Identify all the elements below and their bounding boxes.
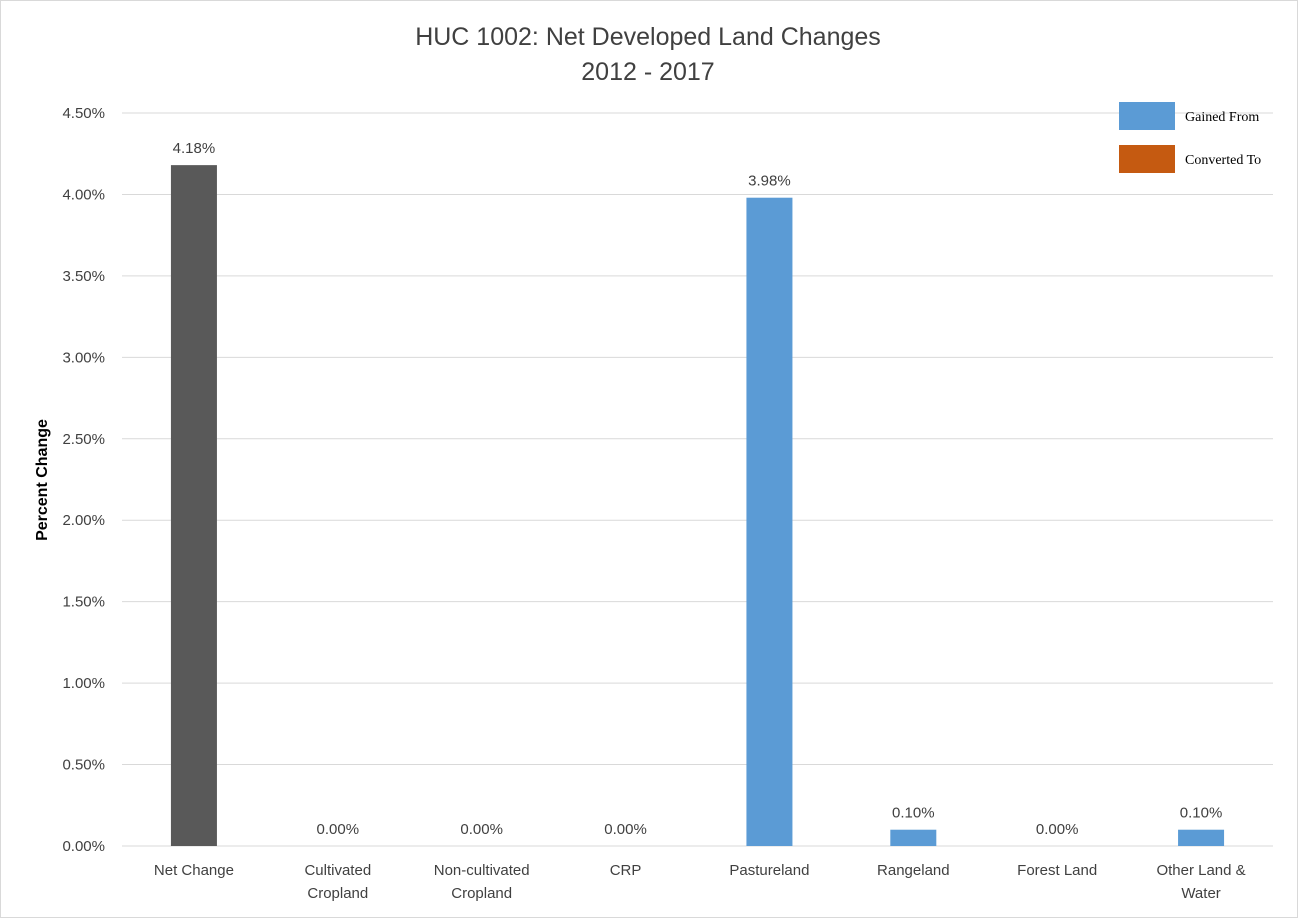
legend-label: Converted To [1185, 153, 1261, 168]
data-labels: 4.18% 0.00% 0.00% 0.00% 3.98% 0.10% 0.00% 0.10% [173, 140, 1223, 838]
x-category-label: CRP [610, 862, 642, 879]
y-tick-label: 4.50% [62, 105, 105, 122]
x-category-label: Cultivated [304, 862, 371, 879]
legend-swatch [1119, 145, 1175, 173]
y-axis-ticks: 0.00% 0.50% 1.00% 1.50% 2.00% 2.50% 3.00% 3.50%… [62, 105, 105, 855]
data-label: 0.00% [1036, 821, 1079, 838]
x-category-label: Water [1181, 885, 1220, 902]
data-label: 0.10% [892, 805, 935, 822]
data-label: 0.00% [317, 821, 360, 838]
y-tick-label: 2.50% [62, 431, 105, 448]
y-tick-label: 4.00% [62, 186, 105, 203]
y-tick-label: 0.00% [62, 838, 105, 855]
bar [170, 165, 217, 846]
x-category-label: Rangeland [877, 862, 950, 879]
gridlines [122, 112, 1273, 847]
x-category-label: Forest Land [1017, 862, 1097, 879]
y-tick-label: 3.50% [62, 268, 105, 285]
y-tick-label: 0.50% [62, 757, 105, 774]
data-label: 0.10% [1180, 805, 1223, 822]
y-tick-label: 2.00% [62, 512, 105, 529]
x-category-label: Net Change [154, 862, 234, 879]
bars [170, 165, 1225, 847]
x-category-label: Other Land & [1156, 862, 1245, 879]
y-tick-label: 1.50% [62, 594, 105, 611]
y-tick-label: 1.00% [62, 675, 105, 692]
y-tick-label: 3.00% [62, 349, 105, 366]
chart-title: HUC 1002: Net Developed Land Changes [415, 23, 881, 51]
x-category-label: Pastureland [729, 862, 809, 879]
x-category-label: Non-cultivated [434, 862, 530, 879]
x-axis-categories: Net Change Cultivated Cropland Non-cultivat… [154, 862, 1246, 902]
y-axis-label: Percent Change [34, 419, 51, 541]
chart-subtitle: 2012 - 2017 [581, 58, 714, 86]
data-label: 0.00% [460, 821, 503, 838]
legend-swatch [1119, 102, 1175, 130]
data-label: 3.98% [748, 173, 791, 190]
legend-label: Gained From [1185, 110, 1259, 125]
bar [890, 829, 937, 846]
x-category-label: Cropland [451, 885, 512, 902]
data-label: 0.00% [604, 821, 647, 838]
bar [1178, 829, 1225, 846]
bar [746, 197, 793, 847]
x-category-label: Cropland [307, 885, 368, 902]
data-label: 4.18% [173, 140, 216, 157]
legend: Gained From Converted To [1119, 102, 1261, 173]
